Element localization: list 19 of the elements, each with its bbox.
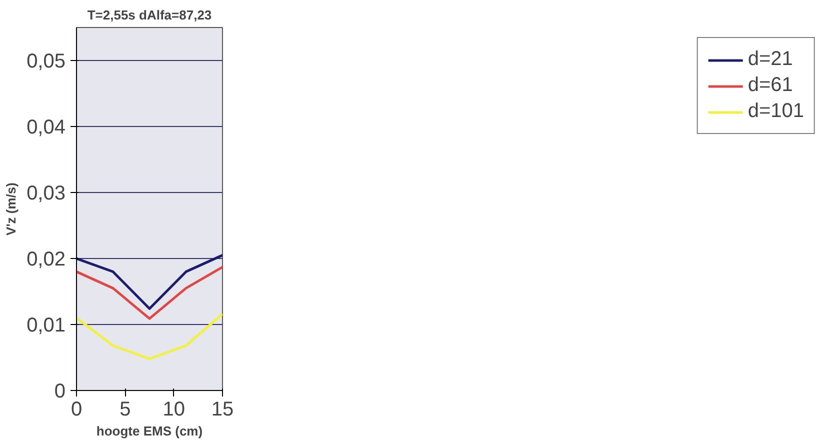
y-tick-label: 0,02 bbox=[26, 248, 66, 270]
line-series bbox=[76, 254, 222, 310]
y-tick-label: 0,04 bbox=[26, 116, 66, 138]
y-axis-title: V'z (m/s) bbox=[4, 182, 19, 236]
legend-label: d=61 bbox=[748, 74, 793, 97]
line-series bbox=[76, 266, 222, 320]
line-series bbox=[76, 312, 222, 360]
legend-label: d=101 bbox=[748, 100, 804, 123]
y-tick-label: 0,01 bbox=[26, 314, 66, 336]
x-tick-label: 5 bbox=[120, 398, 131, 420]
legend-label: d=21 bbox=[748, 48, 793, 71]
chart-title: T=2,55s dAlfa=87,23 bbox=[87, 8, 212, 22]
y-tick-label: 0,05 bbox=[26, 50, 66, 72]
y-tick-label: 0 bbox=[54, 380, 66, 402]
x-tick-label: 10 bbox=[162, 398, 185, 420]
x-axis-title: hoogte EMS (cm) bbox=[96, 424, 203, 438]
x-tick-label: 0 bbox=[70, 398, 82, 420]
x-tick-label: 15 bbox=[211, 398, 234, 420]
y-tick-label: 0,03 bbox=[26, 182, 66, 204]
